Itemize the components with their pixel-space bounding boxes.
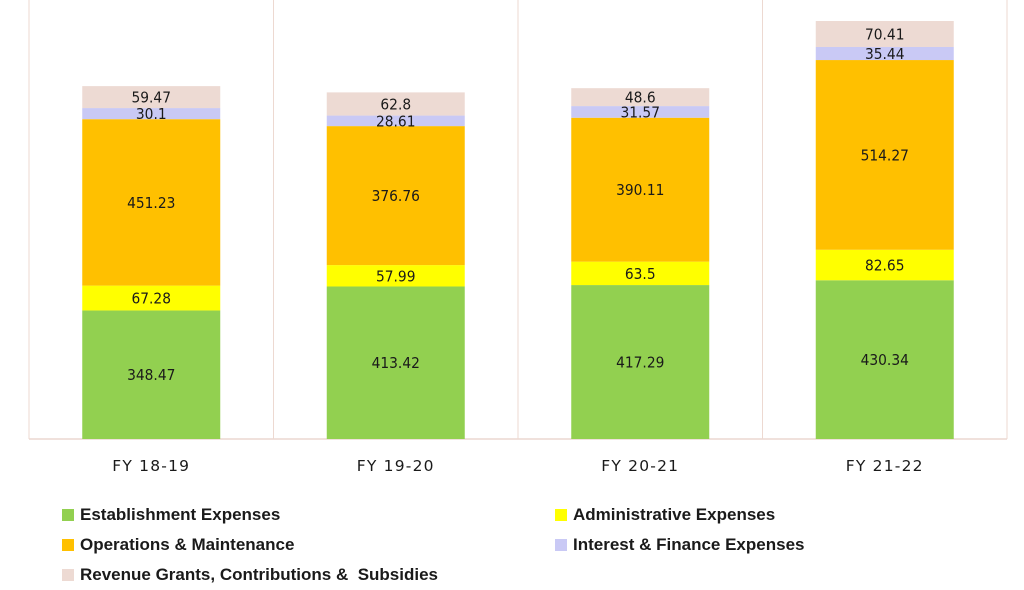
legend-item-interest-finance-expenses: Interest & Finance Expenses (555, 533, 804, 557)
x-tick-label: FY 18-19 (112, 457, 190, 475)
bar-segment-revenue-grants-contributions-subsidies (82, 86, 221, 109)
data-labels: 348.47 67.28 451.23 30.159.47 413.42 57.99 376… (127, 27, 909, 384)
legend-label: Administrative Expenses (573, 505, 776, 524)
data-label: 348.47 (127, 368, 175, 385)
bar-segment-administrative-expenses (571, 261, 710, 286)
x-tick-label: FY 19-20 (357, 457, 435, 475)
bar-segment-revenue-grants-contributions-subsidies (326, 92, 465, 116)
bar-segment-interest-finance-expenses (326, 115, 465, 127)
legend-swatch (62, 509, 74, 521)
legend-label: Interest & Finance Expenses (573, 535, 805, 554)
data-label: 59.47 (132, 90, 171, 107)
legend-item-revenue-grants-contributions-subsidies: Revenue Grants, Contributions & Subsidie… (62, 563, 438, 587)
bar-segment-administrative-expenses (82, 285, 221, 311)
data-label: 451.23 (127, 195, 175, 212)
x-tick-label: FY 21-22 (846, 457, 924, 475)
data-label: 35.44 (865, 47, 904, 64)
data-label: 70.41 (865, 27, 904, 44)
bar-segment-interest-finance-expenses (571, 106, 710, 118)
bar-segments (82, 21, 954, 439)
data-label: 28.61 (376, 114, 415, 131)
data-label: 62.8 (380, 97, 411, 114)
bar-segment-administrative-expenses (815, 249, 954, 281)
data-label: 67.28 (132, 291, 171, 308)
legend-swatch (62, 539, 74, 551)
data-label: 82.65 (865, 258, 904, 275)
legend-item-administrative-expenses: Administrative Expenses (555, 503, 775, 527)
data-label: 63.5 (625, 266, 656, 283)
data-label: 514.27 (861, 148, 909, 165)
data-label: 390.11 (616, 183, 664, 200)
x-tick-label: FY 20-21 (601, 457, 679, 475)
bar-segment-administrative-expenses (326, 265, 465, 287)
bar-segment-revenue-grants-contributions-subsidies (571, 88, 710, 107)
bar-segment-interest-finance-expenses (815, 46, 954, 61)
data-label: 57.99 (376, 269, 415, 286)
legend-swatch (555, 509, 567, 521)
data-label: 376.76 (372, 189, 420, 206)
data-label: 413.42 (372, 356, 420, 373)
bar-segment-establishment-expenses (571, 285, 710, 439)
data-label: 430.34 (861, 353, 909, 370)
legend-item-establishment-expenses: Establishment Expenses (62, 503, 280, 527)
data-label: 417.29 (616, 355, 664, 372)
bar-segment-operations-maintenance (571, 117, 710, 262)
legend-swatch (555, 539, 567, 551)
legend-item-operations-maintenance: Operations & Maintenance (62, 533, 294, 557)
data-label: 48.6 (625, 90, 656, 107)
bar-segment-operations-maintenance (82, 119, 221, 286)
legend-label: Revenue Grants, Contributions & Subsidie… (80, 565, 438, 584)
bar-segment-interest-finance-expenses (82, 108, 221, 120)
bar-segment-revenue-grants-contributions-subsidies (815, 21, 954, 47)
legend: Establishment Expenses Administrative Exp… (0, 496, 1024, 590)
data-label: 30.1 (136, 107, 167, 124)
data-label: 31.57 (621, 105, 660, 122)
legend-label: Establishment Expenses (80, 505, 281, 524)
bar-segment-establishment-expenses (326, 286, 465, 439)
x-axis-tick-labels: FY 18-19 FY 19-20 FY 20-21 FY 21-22 (112, 457, 924, 475)
stacked-bar-chart: 348.47 67.28 451.23 30.159.47 413.42 57.99 376… (28, 0, 1008, 475)
legend-swatch (62, 569, 74, 581)
bar-segment-establishment-expenses (815, 280, 954, 439)
bar-segment-operations-maintenance (326, 126, 465, 266)
bar-segment-operations-maintenance (815, 60, 954, 250)
legend-label: Operations & Maintenance (80, 535, 295, 554)
bar-segment-establishment-expenses (82, 310, 221, 439)
